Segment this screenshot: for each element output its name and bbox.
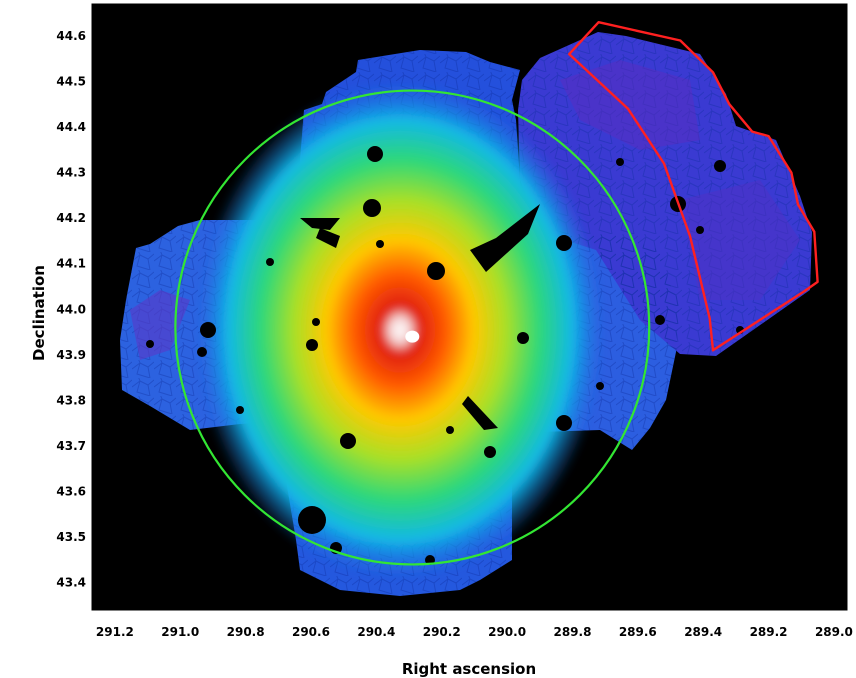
- y-axis-label: Declination: [30, 265, 48, 361]
- y-tick-label: 43.9: [56, 348, 86, 362]
- masked-source: [363, 199, 381, 217]
- masked-source: [306, 339, 318, 351]
- masked-source: [200, 322, 216, 338]
- x-axis-tick-labels: 291.2 291.0 290.8 290.6 290.4 290.2 290.0 289.8…: [96, 625, 853, 639]
- y-tick-label: 44.4: [56, 120, 86, 134]
- x-tick-label: 289.6: [619, 625, 657, 639]
- y-tick-label: 43.6: [56, 485, 86, 499]
- masked-source: [517, 332, 529, 344]
- x-tick-label: 289.8: [553, 625, 591, 639]
- masked-source: [616, 158, 624, 166]
- x-tick-label: 289.4: [684, 625, 722, 639]
- masked-source: [655, 315, 665, 325]
- masked-source: [340, 433, 356, 449]
- y-tick-label: 44.3: [56, 166, 86, 180]
- masked-source: [197, 347, 207, 357]
- x-tick-label: 291.2: [96, 625, 134, 639]
- masked-source: [266, 258, 274, 266]
- x-tick-label: 290.4: [357, 625, 395, 639]
- y-tick-label: 44.5: [56, 74, 86, 88]
- masked-source: [312, 318, 320, 326]
- masked-source: [367, 146, 383, 162]
- masked-source: [446, 426, 454, 434]
- x-tick-label: 291.0: [161, 625, 199, 639]
- x-tick-label: 289.0: [815, 625, 853, 639]
- x-axis-ticks: [94, 4, 841, 610]
- x-tick-label: 290.2: [423, 625, 461, 639]
- y-tick-label: 44.6: [56, 29, 86, 43]
- sector-region: [568, 21, 819, 352]
- masked-sources: [146, 146, 744, 565]
- masked-source: [376, 240, 384, 248]
- masked-source: [427, 262, 445, 280]
- y-tick-label: 44.1: [56, 257, 86, 271]
- masked-source: [696, 226, 704, 234]
- masked-source: [146, 340, 154, 348]
- cluster-emission: [195, 80, 605, 580]
- masked-source: [298, 506, 326, 534]
- masked-source: [236, 406, 244, 414]
- extraction-circle: [174, 89, 651, 566]
- x-tick-label: 290.8: [227, 625, 265, 639]
- masked-source: [596, 382, 604, 390]
- y-tick-label: 44.2: [56, 211, 86, 225]
- x-tick-label: 289.2: [750, 625, 788, 639]
- masked-source: [484, 446, 496, 458]
- chip-gaps: [300, 204, 540, 430]
- x-axis-label: Right ascension: [402, 660, 536, 678]
- cluster-peak: [405, 330, 420, 343]
- y-tick-label: 44.0: [56, 302, 86, 316]
- y-tick-label: 43.4: [56, 576, 86, 590]
- plot-frame: [91, 3, 848, 611]
- y-axis-tick-labels: 43.4 43.5 43.6 43.7 43.8 43.9 44.0 44.1 44.2 44.3…: [56, 29, 86, 590]
- x-tick-label: 290.6: [292, 625, 330, 639]
- y-tick-label: 43.7: [56, 439, 86, 453]
- masked-source: [556, 415, 572, 431]
- y-tick-label: 43.5: [56, 530, 86, 544]
- masked-source: [556, 235, 572, 251]
- masked-source: [714, 160, 726, 172]
- y-axis-ticks: [92, 8, 847, 611]
- y-tick-label: 43.8: [56, 393, 86, 407]
- x-tick-label: 290.0: [488, 625, 526, 639]
